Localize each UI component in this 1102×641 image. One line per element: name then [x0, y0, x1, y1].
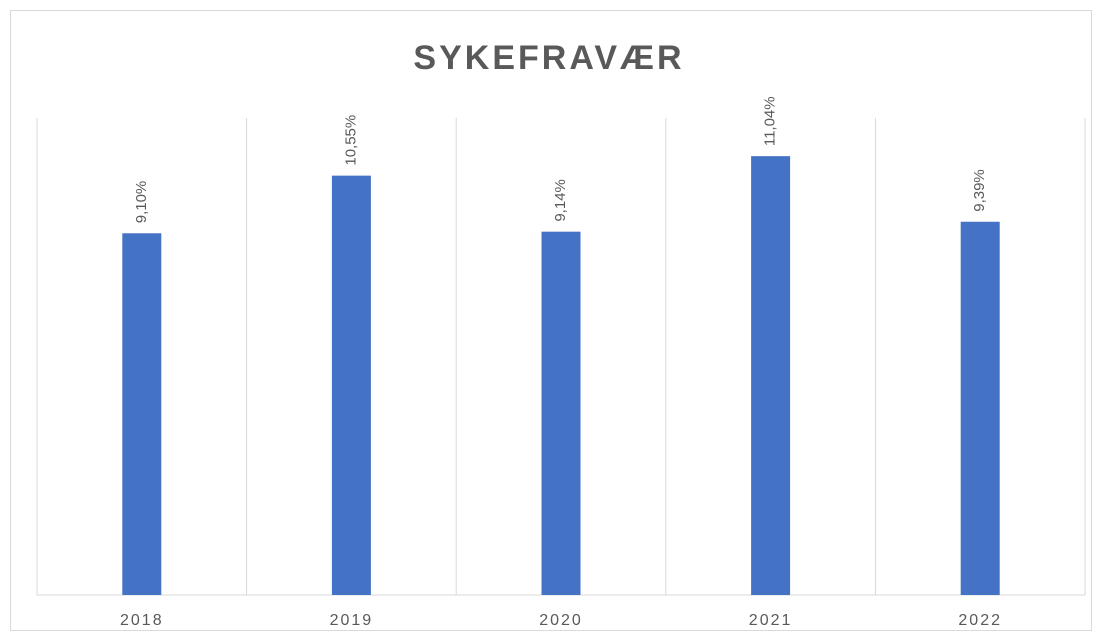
bar	[541, 231, 581, 595]
data-label: 9,14%	[552, 179, 569, 222]
chart-title: SYKEFRAVÆR	[413, 39, 684, 77]
bar	[751, 156, 791, 595]
bar	[122, 233, 162, 595]
bar	[331, 175, 371, 595]
data-label: 9,10%	[133, 181, 150, 224]
x-tick-label: 2022	[958, 612, 1002, 629]
x-tick-label: 2019	[330, 612, 374, 629]
bar	[960, 221, 1000, 595]
data-label: 9,39%	[971, 169, 988, 212]
data-label: 10,55%	[342, 115, 359, 166]
data-label: 11,04%	[762, 96, 779, 146]
x-tick-label: 2020	[539, 612, 583, 629]
x-tick-label: 2018	[120, 612, 164, 629]
x-tick-label: 2021	[749, 612, 793, 629]
